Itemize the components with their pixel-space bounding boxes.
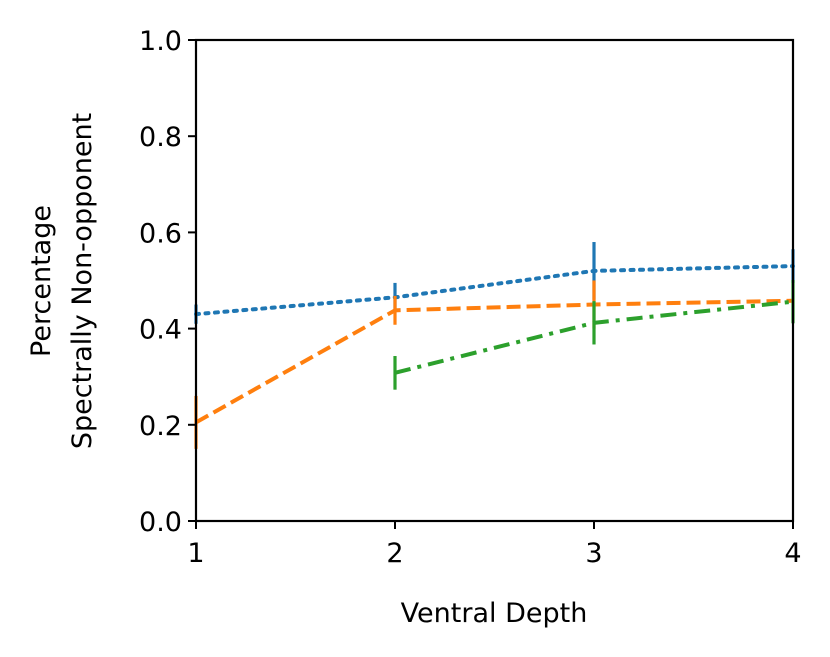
y-tick-label-0.8: 0.8 (139, 122, 182, 153)
y-tick-label-0.4: 0.4 (139, 315, 182, 346)
plot-frame (194, 38, 795, 523)
labels-layer: Ventral Depth Percentage Spectrally Non-… (26, 113, 587, 629)
x-tick-label-4: 4 (784, 538, 801, 569)
series-layer (194, 242, 795, 449)
series-line-green (394, 299, 794, 375)
x-tick-label-3: 3 (585, 538, 602, 569)
y-axis-label-line2: Spectrally Non-opponent (67, 113, 98, 449)
x-tick-label-2: 2 (386, 538, 403, 569)
series-line-orange (195, 298, 794, 425)
y-tick-label-0.6: 0.6 (139, 218, 182, 249)
series-line-blue (194, 264, 795, 317)
x-axis-label: Ventral Depth (401, 598, 588, 629)
x-tick-label-1: 1 (187, 538, 204, 569)
y-tick-label-0.2: 0.2 (139, 411, 182, 442)
y-axis-label-line1: Percentage (26, 205, 57, 357)
y-tick-label-1: 1.0 (139, 26, 182, 57)
axes-layer: 1 2 3 4 0.0 0.2 0.4 0.6 0.8 1.0 (139, 26, 802, 569)
y-tick-label-0: 0.0 (139, 507, 182, 538)
